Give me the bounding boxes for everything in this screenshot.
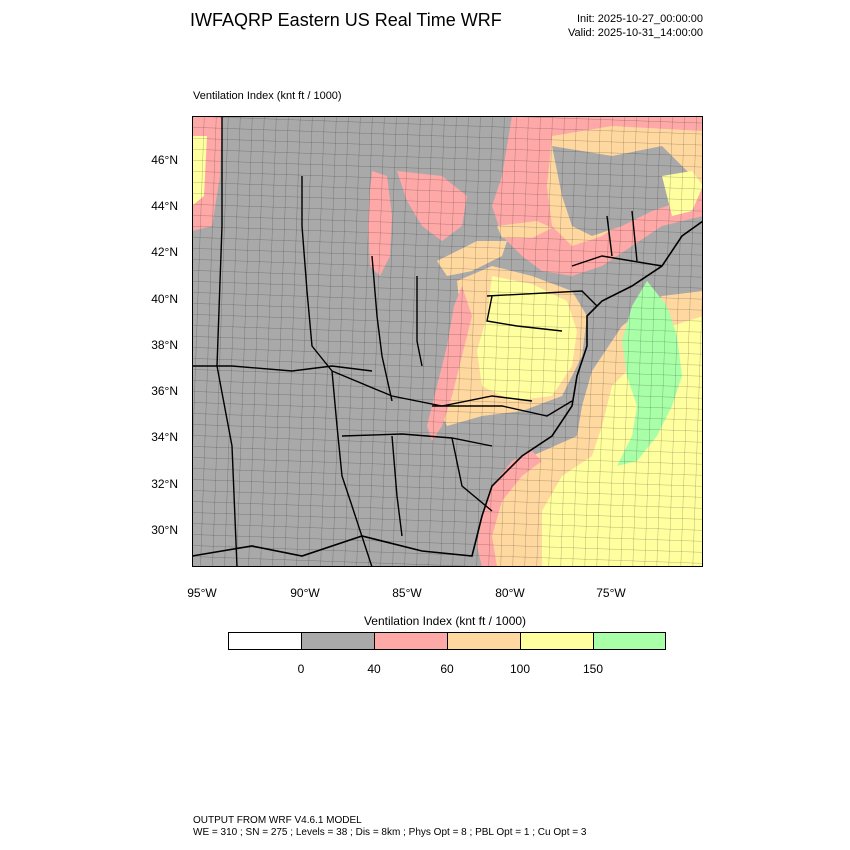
lat-label: 36°N	[151, 384, 178, 398]
lon-label: 80°W	[495, 586, 525, 600]
colorbar-tick: 0	[297, 662, 305, 676]
plot-title: IWFAQRP Eastern US Real Time WRF	[190, 10, 502, 30]
lon-label: 95°W	[187, 586, 217, 600]
colorbar-tick: 40	[367, 662, 381, 676]
colorbar-tick: 100	[509, 662, 531, 676]
init-time: Init: 2025-10-27_00:00:00	[577, 13, 703, 25]
colorbar-segment	[520, 632, 594, 650]
model-config: WE = 310 ; SN = 275 ; Levels = 38 ; Dis …	[193, 827, 587, 838]
county-lines	[192, 116, 703, 567]
valid-time: Valid: 2025-10-31_14:00:00	[568, 27, 703, 39]
lon-label: 75°W	[596, 586, 626, 600]
lon-label: 90°W	[290, 586, 320, 600]
legend-title: Ventilation Index (knt ft / 1000)	[363, 614, 527, 628]
colorbar-tick: 150	[582, 662, 604, 676]
colorbar-segment	[228, 632, 302, 650]
colorbar-segment	[374, 632, 448, 650]
model-info: OUTPUT FROM WRF V4.6.1 MODEL	[193, 815, 362, 826]
colorbar	[228, 632, 666, 650]
lat-label: 40°N	[151, 292, 178, 306]
lat-label: 44°N	[151, 199, 178, 213]
lat-label: 42°N	[151, 245, 178, 259]
lat-label: 38°N	[151, 338, 178, 352]
colorbar-segment	[447, 632, 521, 650]
coastline	[192, 220, 703, 557]
lat-label: 32°N	[151, 477, 178, 491]
state-boundaries	[192, 116, 663, 567]
colorbar-segment	[301, 632, 375, 650]
lat-label: 30°N	[151, 523, 178, 537]
field-label: Ventilation Index (knt ft / 1000)	[193, 90, 342, 102]
colorbar-segment	[593, 632, 666, 650]
colorbar-tick: 60	[440, 662, 454, 676]
lat-label: 34°N	[151, 430, 178, 444]
lat-label: 46°N	[151, 153, 178, 167]
map-panel	[192, 116, 703, 567]
lon-label: 85°W	[392, 586, 422, 600]
